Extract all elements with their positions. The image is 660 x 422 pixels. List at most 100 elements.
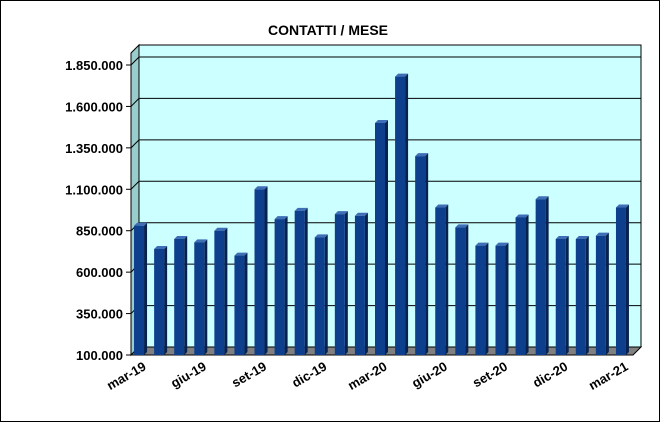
bar — [254, 186, 268, 355]
x-tick-label: giu-19 — [168, 359, 209, 391]
bar-front — [194, 242, 205, 355]
bar-side — [505, 242, 509, 355]
bar — [375, 120, 388, 355]
bar — [314, 234, 328, 355]
bar-side — [284, 216, 288, 355]
bar — [435, 204, 449, 355]
bar — [214, 227, 228, 355]
bar-top — [435, 204, 449, 208]
x-tick-label: mar-21 — [586, 359, 630, 393]
bar-top — [294, 207, 308, 211]
bar — [194, 239, 208, 355]
bar-front — [535, 199, 546, 355]
bar-front — [555, 239, 566, 355]
bar-top — [455, 224, 469, 228]
bar-side — [625, 204, 629, 355]
bar — [334, 211, 348, 355]
bar-top — [555, 236, 569, 239]
bar-front — [134, 225, 145, 355]
bar-front — [154, 248, 165, 355]
bar-top — [354, 212, 368, 216]
bar-side — [465, 224, 469, 355]
bar-front — [575, 239, 586, 355]
bar-front — [254, 189, 265, 355]
bar-front — [375, 123, 385, 355]
chart-title: CONTATTI / MESE — [268, 22, 388, 38]
bar-front — [455, 227, 466, 355]
bar — [154, 245, 168, 355]
bar-side — [385, 120, 388, 355]
bar-side — [485, 242, 489, 355]
bar — [615, 204, 629, 355]
bar-side — [224, 227, 228, 355]
bar-top — [535, 196, 549, 200]
bar-top — [334, 211, 348, 215]
gridline — [130, 180, 641, 190]
bar-side — [244, 252, 248, 355]
bar-front — [334, 214, 345, 355]
bar-front — [314, 237, 325, 355]
y-tick-label: 100.000 — [76, 348, 123, 363]
bar-side — [545, 196, 549, 355]
bar — [134, 222, 148, 355]
bar — [234, 252, 248, 355]
bar-top — [595, 232, 609, 236]
gridline — [130, 97, 641, 107]
bar-front — [475, 245, 486, 355]
y-tick-label: 1.850.000 — [65, 58, 123, 73]
bar-top — [274, 216, 288, 220]
bar-top — [575, 236, 589, 239]
bar-front — [354, 215, 365, 355]
bar — [555, 236, 569, 355]
bar — [415, 153, 429, 355]
bar — [495, 242, 509, 355]
bar — [455, 224, 469, 355]
bar-side — [324, 234, 328, 355]
bar-top — [495, 242, 509, 246]
bar-top — [475, 242, 489, 246]
bar-top — [194, 239, 208, 243]
bar — [595, 232, 609, 355]
bar — [535, 196, 549, 355]
bar — [274, 216, 288, 355]
bar-front — [214, 230, 225, 355]
y-tick-label: 600.000 — [76, 265, 123, 280]
y-axis-ticks: 100.000 350.000 600.000 850.000 1.100.000 1.3… — [65, 53, 132, 363]
bar — [575, 236, 589, 355]
bar-top — [174, 236, 188, 239]
bar-side — [425, 153, 429, 355]
bar-top — [395, 73, 409, 77]
bar-front — [615, 207, 626, 355]
bar-top — [415, 153, 429, 157]
bar-side — [565, 236, 569, 355]
bar-top — [615, 204, 629, 208]
bar — [475, 242, 489, 355]
bar-front — [174, 239, 185, 355]
bar-side — [605, 232, 609, 355]
bar-side — [164, 245, 168, 355]
x-tick-label: mar-20 — [345, 359, 389, 393]
bar-side — [344, 211, 348, 355]
bar-top — [314, 234, 328, 238]
y-tick-label: 1.100.000 — [65, 182, 123, 197]
bar-front — [294, 210, 305, 355]
y-tick-label: 1.600.000 — [65, 99, 123, 114]
bar-front — [274, 219, 285, 355]
bar — [515, 214, 529, 355]
bar-side — [445, 204, 449, 355]
x-tick-label: dic-19 — [289, 359, 329, 391]
bar — [174, 236, 188, 355]
x-tick-label: dic-20 — [530, 359, 570, 391]
bar-front — [515, 217, 526, 355]
x-tick-label: giu-20 — [409, 359, 450, 391]
bar-top — [254, 186, 268, 190]
y-tick-label: 850.000 — [76, 224, 123, 239]
bar-side — [184, 236, 188, 355]
bar-side — [525, 214, 529, 355]
x-tick-label: set-20 — [470, 359, 510, 391]
gridline — [130, 222, 641, 232]
bar-top — [515, 214, 529, 218]
bar-front — [395, 76, 406, 355]
bar — [395, 73, 409, 355]
bar-front — [495, 245, 506, 355]
